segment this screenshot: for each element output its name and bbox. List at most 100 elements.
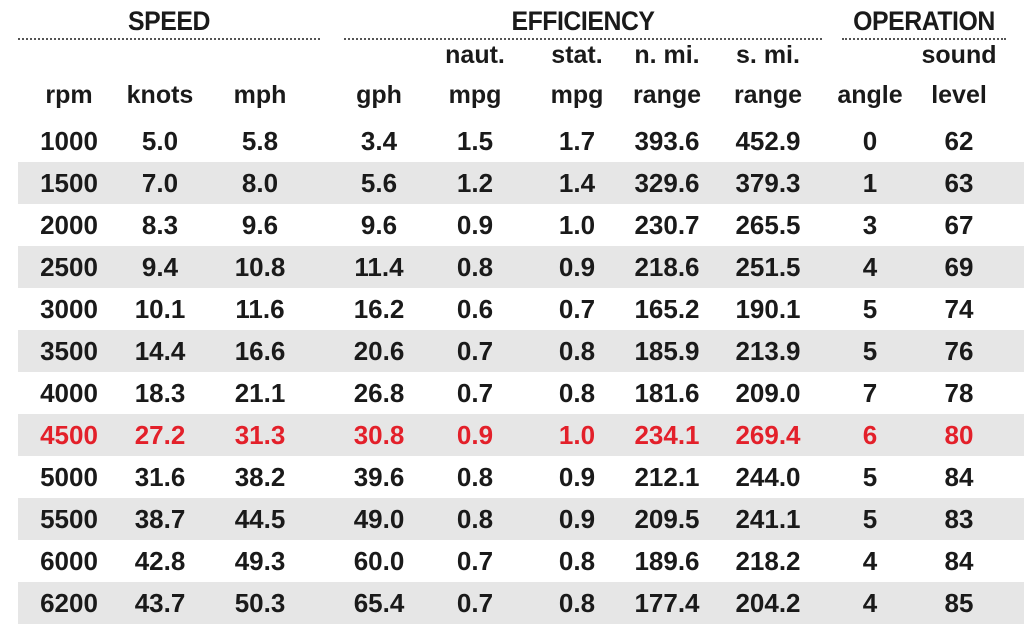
table-row: 1500 7.0 8.0 5.6 1.2 1.4 329.6 379.3 1 63: [18, 162, 1024, 204]
cell-n-mi-range: 185.9: [634, 336, 700, 366]
cell-gph: 26.8: [353, 378, 405, 408]
table-row: 2000 8.3 9.6 9.6 0.9 1.0 230.7 265.5 3 67: [18, 204, 1024, 246]
group-rule-operation: [842, 38, 1006, 40]
cell-naut-mpg: 0.9: [456, 210, 494, 240]
cell-stat-mpg: 0.8: [558, 378, 596, 408]
cell-n-mi-range: 165.2: [634, 294, 700, 324]
column-header-rpm-line2: rpm: [45, 81, 93, 109]
cell-n-mi-range: 209.5: [634, 504, 700, 534]
cell-stat-mpg: 1.7: [558, 126, 596, 156]
cell-s-mi-range: 218.2: [735, 546, 801, 576]
table-row: 5000 31.6 38.2 39.6 0.8 0.9 212.1 244.0 5 84: [18, 456, 1024, 498]
cell-angle: 5: [862, 462, 878, 492]
cell-stat-mpg: 0.8: [558, 546, 596, 576]
cell-sound-level: 74: [944, 294, 974, 324]
cell-angle: 4: [862, 588, 878, 618]
cell-naut-mpg: 0.7: [456, 336, 494, 366]
cell-s-mi-range: 269.4: [735, 420, 801, 450]
cell-stat-mpg: 1.4: [558, 168, 596, 198]
cell-n-mi-range: 393.6: [634, 126, 700, 156]
cell-stat-mpg: 0.9: [558, 462, 596, 492]
cell-knots: 5.0: [141, 126, 179, 156]
cell-naut-mpg: 0.7: [456, 546, 494, 576]
cell-gph: 49.0: [353, 504, 405, 534]
cell-n-mi-range: 177.4: [634, 588, 700, 618]
column-header-mph-line2: mph: [233, 81, 287, 109]
cell-rpm: 3000: [40, 294, 98, 324]
cell-sound-level: 62: [944, 126, 974, 156]
cell-knots: 10.1: [134, 294, 186, 324]
cell-mph: 38.2: [234, 462, 286, 492]
column-header-angle-line2: angle: [837, 81, 903, 109]
cell-gph: 60.0: [353, 546, 405, 576]
cell-knots: 18.3: [134, 378, 186, 408]
table-row: 6000 42.8 49.3 60.0 0.7 0.8 189.6 218.2 4 84: [18, 540, 1024, 582]
cell-n-mi-range: 234.1: [634, 420, 700, 450]
cell-naut-mpg: 0.8: [456, 252, 494, 282]
cell-rpm: 4500: [40, 420, 98, 450]
cell-mph: 31.3: [234, 420, 286, 450]
cell-stat-mpg: 0.9: [558, 504, 596, 534]
cell-n-mi-range: 230.7: [634, 210, 700, 240]
cell-sound-level: 85: [944, 588, 974, 618]
cell-stat-mpg: 1.0: [558, 210, 596, 240]
cell-sound-level: 84: [944, 462, 974, 492]
cell-sound-level: 84: [944, 546, 974, 576]
cell-gph: 20.6: [353, 336, 405, 366]
cell-angle: 0: [862, 126, 878, 156]
cell-naut-mpg: 1.2: [456, 168, 494, 198]
table-row: 5500 38.7 44.5 49.0 0.8 0.9 209.5 241.1 5 83: [18, 498, 1024, 540]
cell-s-mi-range: 251.5: [735, 252, 801, 282]
cell-stat-mpg: 0.9: [558, 252, 596, 282]
column-header-stat-mpg-line1: stat.: [551, 41, 603, 69]
table-row: 4500 27.2 31.3 30.8 0.9 1.0 234.1 269.4 6 80: [18, 414, 1024, 456]
column-header-sound-level-line1: sound: [921, 41, 997, 69]
cell-rpm: 2000: [40, 210, 98, 240]
table-body: 1000 5.0 5.8 3.4 1.5 1.7 393.6 452.9 0 62 1500 7.0 8…: [18, 120, 1024, 624]
cell-mph: 11.6: [235, 294, 285, 324]
cell-rpm: 1500: [40, 168, 98, 198]
cell-naut-mpg: 0.9: [456, 420, 494, 450]
cell-s-mi-range: 213.9: [735, 336, 801, 366]
cell-mph: 21.1: [234, 378, 286, 408]
cell-n-mi-range: 212.1: [634, 462, 700, 492]
cell-angle: 4: [862, 252, 878, 282]
group-rule-speed: [18, 38, 320, 40]
cell-gph: 3.4: [360, 126, 398, 156]
cell-stat-mpg: 1.0: [558, 420, 596, 450]
cell-knots: 8.3: [141, 210, 179, 240]
column-header-naut-mpg-line2: mpg: [448, 81, 502, 109]
column-header-s-mi-range-line1: s. mi.: [736, 41, 800, 69]
cell-sound-level: 67: [944, 210, 974, 240]
table-row: 2500 9.4 10.8 11.4 0.8 0.9 218.6 251.5 4 69: [18, 246, 1024, 288]
cell-rpm: 6000: [40, 546, 98, 576]
group-title-operation: OPERATION: [853, 6, 995, 36]
cell-rpm: 6200: [40, 588, 98, 618]
cell-mph: 16.6: [234, 336, 286, 366]
column-header-s-mi-range-line2: range: [733, 81, 803, 109]
cell-angle: 5: [862, 294, 878, 324]
column-header-gph-line2: gph: [356, 81, 402, 109]
table-row: 1000 5.0 5.8 3.4 1.5 1.7 393.6 452.9 0 62: [18, 120, 1024, 162]
cell-stat-mpg: 0.8: [558, 336, 596, 366]
table-row: 3000 10.1 11.6 16.2 0.6 0.7 165.2 190.1 5 74: [18, 288, 1024, 330]
cell-angle: 5: [862, 336, 878, 366]
cell-gph: 16.2: [353, 294, 405, 324]
cell-gph: 30.8: [353, 420, 405, 450]
cell-knots: 43.7: [134, 588, 186, 618]
cell-gph: 11.4: [354, 252, 404, 282]
group-rule-efficiency: [344, 38, 822, 40]
cell-gph: 65.4: [353, 588, 405, 618]
cell-angle: 5: [862, 504, 878, 534]
cell-sound-level: 69: [944, 252, 974, 282]
cell-n-mi-range: 189.6: [634, 546, 700, 576]
group-title-speed: SPEED: [128, 6, 210, 36]
cell-rpm: 4000: [40, 378, 98, 408]
column-header-naut-mpg-line1: naut.: [445, 41, 505, 69]
cell-knots: 42.8: [134, 546, 186, 576]
cell-mph: 49.3: [234, 546, 286, 576]
cell-n-mi-range: 181.6: [634, 378, 700, 408]
cell-n-mi-range: 329.6: [634, 168, 700, 198]
cell-stat-mpg: 0.7: [558, 294, 596, 324]
cell-gph: 39.6: [353, 462, 405, 492]
